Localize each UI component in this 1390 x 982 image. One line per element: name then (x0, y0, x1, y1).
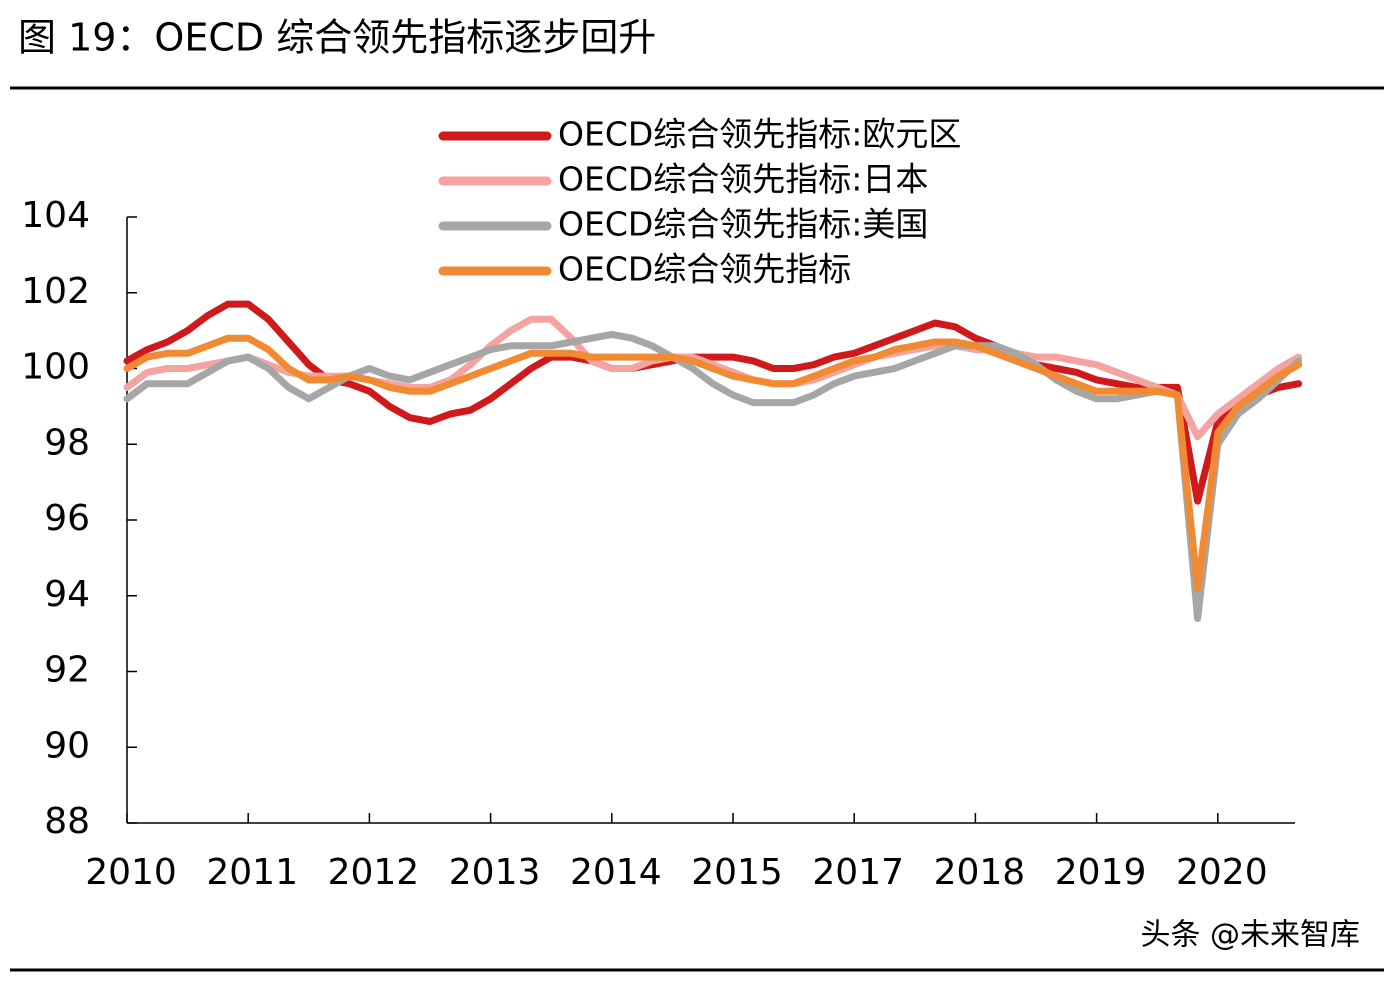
watermark: 头条 @未来智库 (1140, 918, 1360, 953)
x-tick-label: 2019 (1055, 852, 1147, 893)
y-tick-label: 98 (44, 422, 90, 463)
y-tick-label: 92 (44, 650, 90, 691)
chart-title: 图 19：OECD 综合领先指标逐步回升 (18, 16, 656, 60)
legend-label: OECD综合领先指标:日本 (558, 160, 928, 199)
y-tick-label: 90 (44, 725, 90, 766)
y-tick-label: 94 (44, 574, 90, 615)
y-tick-label: 96 (44, 498, 90, 539)
x-tick-label: 2013 (449, 852, 541, 893)
x-tick-label: 2017 (812, 852, 904, 893)
line (123, 334, 1303, 592)
line (123, 315, 1303, 441)
x-tick-label: 2012 (328, 852, 420, 893)
y-tick-label: 102 (21, 271, 90, 312)
y-tick-label: 88 (44, 801, 90, 842)
x-tick-label: 2014 (570, 852, 662, 893)
y-tick-label: 100 (21, 347, 90, 388)
x-tick-label: 2010 (85, 852, 177, 893)
x-tick-label: 2020 (1176, 852, 1268, 893)
legend-label: OECD综合领先指标 (558, 250, 851, 289)
line (123, 330, 1303, 622)
x-tick-label: 2015 (691, 852, 783, 893)
x-tick-label: 2018 (934, 852, 1026, 893)
x-tick-label: 2011 (206, 852, 298, 893)
legend-label: OECD综合领先指标:欧元区 (558, 115, 961, 154)
line (123, 300, 1303, 505)
y-tick-label: 104 (21, 195, 90, 236)
legend-label: OECD综合领先指标:美国 (558, 205, 928, 244)
